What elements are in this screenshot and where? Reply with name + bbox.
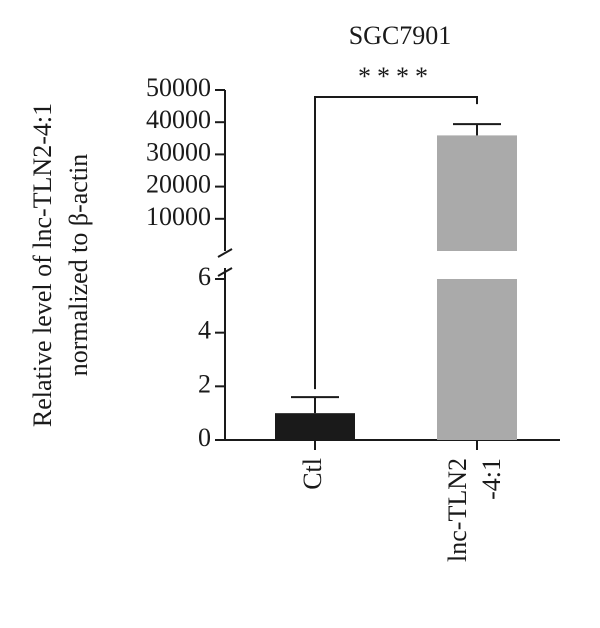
bar — [437, 135, 517, 251]
x-tick-label-line: Ctl — [298, 458, 327, 490]
y-tick-label: 30000 — [146, 137, 211, 166]
y-label-line: normalized to β-actin — [64, 154, 93, 377]
x-tick-label: Ctl — [298, 458, 327, 490]
y-tick-label: 0 — [198, 423, 211, 452]
y-tick-label: 40000 — [146, 105, 211, 134]
y-tick-label: 10000 — [146, 202, 211, 231]
significance-label: **** — [358, 62, 434, 91]
x-tick-label-line: -4:1 — [477, 458, 506, 500]
x-tick-label: lnc-TLN2 -4:1 — [443, 458, 506, 562]
chart-title: SGC7901 — [349, 21, 452, 50]
y-tick-label: 50000 — [146, 73, 211, 102]
axis-break — [217, 267, 233, 277]
y-tick-label: 4 — [198, 316, 211, 345]
y-tick-label: 6 — [198, 262, 211, 291]
y-tick-label: 2 — [198, 369, 211, 398]
x-tick-label-line: lnc-TLN2 — [443, 458, 472, 562]
y-tick-label: 20000 — [146, 170, 211, 199]
bar — [437, 279, 517, 440]
y-label: Relative level of lnc-TLN2-4:1 normalize… — [28, 103, 93, 427]
significance-bracket — [314, 96, 478, 390]
bar — [275, 413, 355, 440]
axis-break — [217, 248, 233, 258]
y-label-line: Relative level of lnc-TLN2-4:1 — [28, 103, 57, 427]
